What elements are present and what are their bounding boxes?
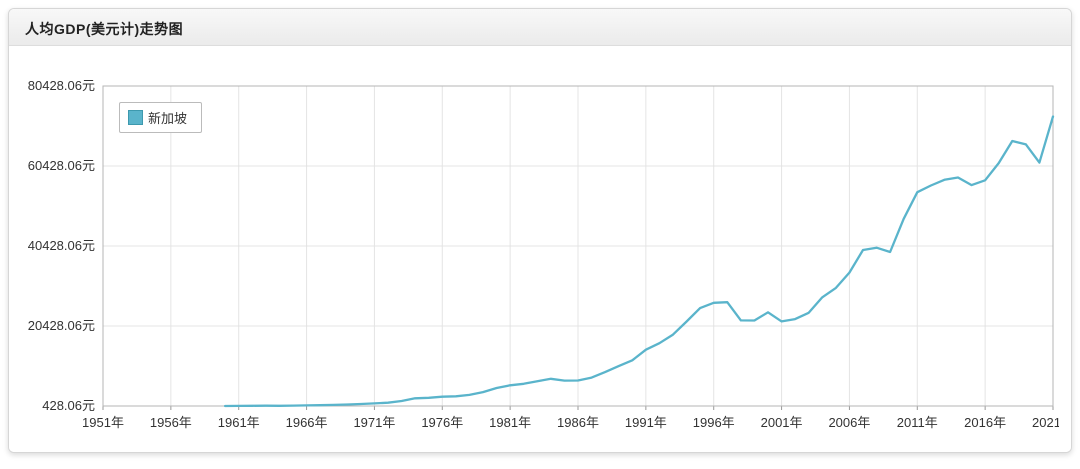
svg-text:1981年: 1981年 bbox=[489, 415, 531, 430]
chart-body: 428.06元 20428.06元 40428.06元 60428.06元 80428.… bbox=[9, 46, 1071, 452]
svg-text:60428.06元: 60428.06元 bbox=[28, 158, 95, 173]
svg-text:428.06元: 428.06元 bbox=[42, 398, 95, 413]
svg-text:1991年: 1991年 bbox=[625, 415, 667, 430]
svg-text:40428.06元: 40428.06元 bbox=[28, 238, 95, 253]
svg-text:1951年: 1951年 bbox=[82, 415, 124, 430]
legend[interactable]: 新加坡 bbox=[119, 102, 203, 133]
legend-label: 新加坡 bbox=[148, 111, 188, 126]
svg-text:1986年: 1986年 bbox=[557, 415, 599, 430]
svg-text:2006年: 2006年 bbox=[828, 415, 870, 430]
svg-text:20428.06元: 20428.06元 bbox=[28, 318, 95, 333]
chart-title: 人均GDP(美元计)走势图 bbox=[25, 21, 184, 37]
gdp-line-chart[interactable]: 428.06元 20428.06元 40428.06元 60428.06元 80428.… bbox=[19, 56, 1059, 448]
svg-text:2021年: 2021年 bbox=[1032, 415, 1059, 430]
svg-text:1961年: 1961年 bbox=[218, 415, 260, 430]
svg-text:80428.06元: 80428.06元 bbox=[28, 78, 95, 93]
chart-header: 人均GDP(美元计)走势图 bbox=[9, 9, 1071, 46]
svg-text:2001年: 2001年 bbox=[761, 415, 803, 430]
svg-text:1976年: 1976年 bbox=[421, 415, 463, 430]
svg-text:1971年: 1971年 bbox=[353, 415, 395, 430]
svg-text:1996年: 1996年 bbox=[693, 415, 735, 430]
legend-swatch bbox=[128, 110, 143, 125]
svg-text:2011年: 2011年 bbox=[897, 415, 938, 430]
chart-card: 人均GDP(美元计)走势图 428.06元 20428.06元 40428.06元 6… bbox=[8, 8, 1072, 453]
svg-text:1966年: 1966年 bbox=[286, 415, 328, 430]
svg-text:2016年: 2016年 bbox=[964, 415, 1006, 430]
svg-text:1956年: 1956年 bbox=[150, 415, 192, 430]
